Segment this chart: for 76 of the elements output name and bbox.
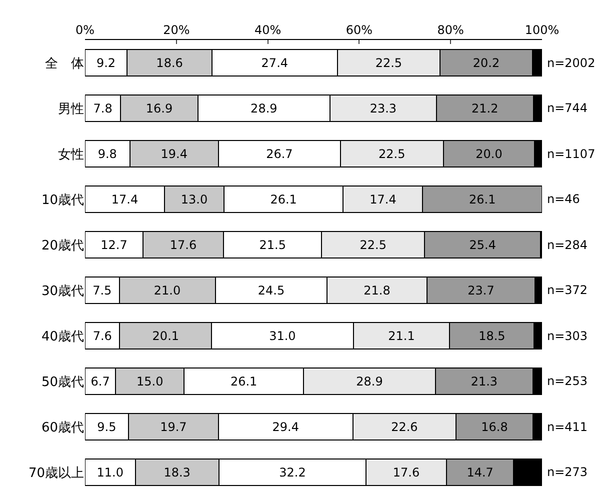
y-tick-label: 10歳代 [41,192,84,208]
x-tick-label: 100% [524,23,560,38]
data-label: 13.0 [180,192,208,206]
text: n=372 [547,283,588,297]
y-tick-label: 60歳代 [41,420,84,436]
data-label: 15.0 [136,374,164,388]
x-tick-label: 80% [437,23,464,38]
data-label: 12.7 [100,238,128,252]
data-label: 18.6 [156,56,183,70]
x-tick-label: 0% [75,23,95,38]
data-label: 7.8 [93,101,112,116]
data-label: 27.4 [261,56,288,70]
text: n=253 [547,374,588,388]
data-label: 19.4 [160,146,188,161]
data-label: 21.8 [364,283,390,298]
x-tick-label: 60% [346,23,373,38]
data-label: 11.0 [96,465,124,480]
data-label: 28.9 [250,101,278,116]
data-label: 21.1 [388,328,415,343]
data-label: 22.5 [375,56,402,70]
y-tick-label: 男性 [58,102,84,117]
x-tick-label: 20% [163,23,190,38]
data-label: 22.6 [391,420,418,434]
data-label: 14.7 [466,465,494,480]
y-tick-label: 女性 [58,147,84,162]
data-label: 21.0 [154,283,181,298]
data-label: 25.4 [469,238,496,252]
data-label: 19.7 [160,420,187,434]
data-label: 26.1 [230,374,258,388]
data-label: 18.3 [164,465,190,480]
data-label: 29.4 [272,420,299,434]
data-label: 17.6 [392,465,420,480]
data-label: 9.8 [98,146,117,161]
y-tick-label: 70歳以上 [28,466,84,481]
text: n=273 [547,465,588,479]
data-label: 16.9 [146,101,173,116]
data-label: 24.5 [258,283,285,298]
data-label: 26.1 [469,192,496,206]
data-label: 7.5 [92,283,112,298]
data-label: 17.4 [111,192,138,206]
data-label: 23.7 [468,283,494,298]
data-label: 9.2 [96,56,116,70]
y-tick-label: 20歳代 [41,238,84,254]
data-label: 21.5 [259,238,286,252]
data-label: 21.3 [470,374,498,388]
text: n=284 [547,238,588,252]
text: n=1107 [547,147,596,161]
data-label: 16.8 [481,420,508,434]
data-label: 7.6 [92,328,112,343]
text: n=2002 [547,56,596,70]
data-label: 26.7 [266,146,293,161]
text: n=744 [547,101,588,115]
data-label: 17.4 [370,192,396,206]
text: n=46 [547,192,580,206]
y-tick-label: 40歳代 [41,329,84,344]
data-label: 17.6 [170,238,197,252]
data-label: 28.9 [356,374,383,388]
data-label: 20.0 [476,146,502,161]
y-tick-label: 30歳代 [41,284,84,299]
data-label: 6.7 [90,374,110,388]
data-label: 31.0 [269,328,296,343]
data-label: 22.5 [360,238,386,252]
data-label: 26.1 [270,192,297,206]
y-tick-label: 全 体 [45,56,84,72]
data-label: 18.5 [478,328,506,343]
data-label: 21.2 [472,101,498,116]
text: n=411 [547,420,588,434]
data-label: 22.5 [378,146,406,161]
data-label: 32.2 [279,465,306,480]
text: n=303 [547,329,588,343]
data-label: 23.3 [370,101,397,116]
data-label: 20.2 [472,56,500,70]
data-label: 20.1 [152,328,180,343]
data-label: 9.5 [97,420,116,434]
x-tick-label: 40% [254,23,282,38]
y-tick-label: 50歳代 [41,374,84,390]
